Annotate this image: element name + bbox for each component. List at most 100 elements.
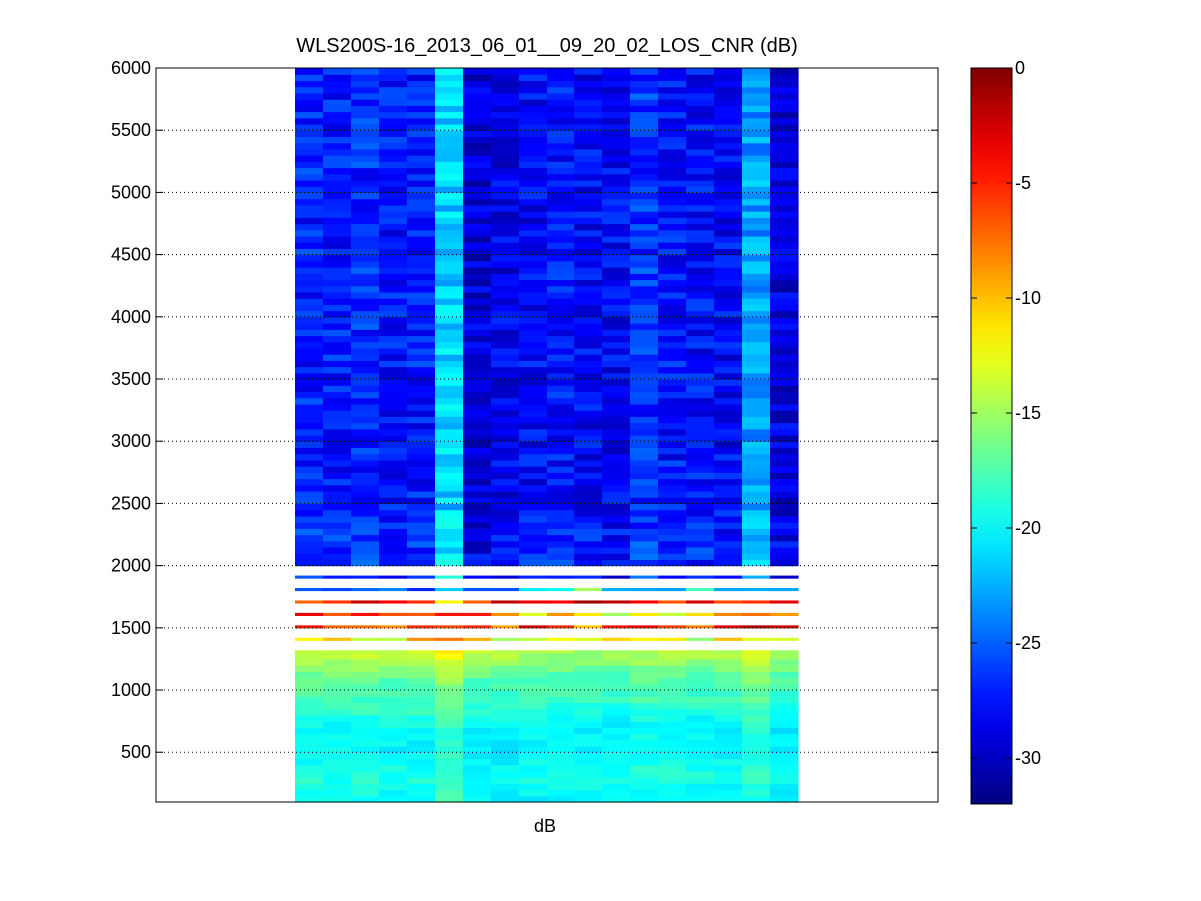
heatmap-cell	[630, 752, 659, 760]
heatmap-cell	[630, 721, 659, 728]
heatmap-cell	[435, 341, 464, 349]
heatmap-cell	[435, 652, 464, 660]
heatmap-cell	[519, 105, 548, 113]
heatmap-cell	[435, 650, 464, 654]
heatmap-cell	[742, 683, 771, 691]
heatmap-cell	[770, 459, 799, 467]
heatmap-cell	[323, 260, 352, 268]
heatmap-cell	[714, 733, 743, 741]
heatmap-cell	[714, 497, 743, 505]
heatmap-cell	[435, 80, 464, 88]
heatmap-cell	[547, 422, 575, 430]
heatmap-cell	[295, 770, 324, 778]
heatmap-cell	[379, 254, 408, 262]
heatmap-cell	[602, 235, 631, 243]
heatmap-cell	[630, 789, 659, 797]
heatmap-cell	[407, 484, 436, 492]
heatmap-cell	[630, 758, 659, 766]
heatmap-cell	[630, 403, 659, 411]
heatmap-cell	[602, 721, 631, 728]
heatmap-cell	[658, 186, 687, 194]
heatmap-cell	[770, 553, 799, 561]
heatmap-cell	[519, 142, 548, 150]
heatmap-cell	[658, 546, 687, 554]
heatmap-cell	[658, 770, 687, 778]
heatmap-cell	[714, 764, 743, 772]
heatmap-cell	[323, 795, 352, 803]
heatmap-cell	[714, 752, 743, 760]
heatmap-cell	[547, 173, 575, 181]
heatmap-cell	[379, 612, 408, 616]
heatmap-cell	[351, 727, 380, 735]
heatmap-cell	[463, 665, 492, 672]
heatmap-cell	[658, 702, 687, 710]
heatmap-cell	[491, 600, 520, 604]
heatmap-cell	[686, 553, 715, 561]
heatmap-cell	[379, 677, 408, 685]
heatmap-cell	[686, 410, 715, 417]
heatmap-cell	[295, 677, 324, 685]
heatmap-cell	[630, 683, 659, 691]
heatmap-cell	[295, 204, 324, 212]
heatmap-cell	[519, 68, 548, 75]
heatmap-cell	[742, 211, 771, 218]
heatmap-cell	[658, 497, 687, 505]
heatmap-cell	[714, 528, 743, 536]
heatmap-cell	[323, 155, 352, 162]
heatmap-cell	[351, 148, 380, 156]
heatmap-cell	[351, 254, 380, 262]
heatmap-cell	[658, 677, 687, 685]
heatmap-cell	[630, 625, 659, 629]
heatmap-cell	[491, 323, 520, 330]
heatmap-cell	[491, 279, 520, 287]
heatmap-cell	[574, 652, 603, 660]
heatmap-cell	[630, 74, 659, 82]
heatmap-cell	[547, 484, 575, 492]
heatmap-cell	[519, 403, 548, 411]
heatmap-cell	[770, 204, 799, 212]
heatmap-cell	[435, 484, 464, 492]
heatmap-cell	[686, 186, 715, 194]
heatmap-cell	[686, 285, 715, 293]
heatmap-cell	[686, 702, 715, 710]
heatmap-cell	[491, 528, 520, 536]
heatmap-cell	[435, 683, 464, 691]
heatmap-cell	[630, 528, 659, 536]
heatmap-cell	[630, 540, 659, 548]
heatmap-cell	[463, 515, 492, 523]
heatmap-cell	[714, 714, 743, 722]
heatmap-cell	[295, 192, 324, 200]
heatmap-cell	[491, 136, 520, 144]
heatmap-cell	[742, 291, 771, 299]
heatmap-cell	[519, 329, 548, 337]
heatmap-cell	[574, 770, 603, 778]
heatmap-cell	[574, 179, 603, 187]
heatmap-cell	[714, 179, 743, 187]
heatmap-cell	[714, 80, 743, 88]
heatmap-cell	[658, 739, 687, 747]
heatmap-cell	[491, 453, 520, 461]
heatmap-cell	[574, 575, 603, 579]
heatmap-cell	[379, 528, 408, 536]
heatmap-cell	[686, 503, 715, 511]
heatmap-cell	[547, 650, 575, 654]
heatmap-cell	[714, 385, 743, 393]
colorbar-tick-label: -20	[1015, 518, 1041, 538]
heatmap-cell	[658, 503, 687, 511]
heatmap-cell	[770, 575, 799, 579]
heatmap-cell	[379, 80, 408, 88]
heatmap-cell	[323, 783, 352, 791]
heatmap-cell	[295, 758, 324, 766]
heatmap-cell	[547, 540, 575, 548]
heatmap-cell	[323, 575, 352, 579]
heatmap-cell	[407, 323, 436, 330]
heatmap-cell	[323, 435, 352, 442]
heatmap-cell	[714, 192, 743, 200]
heatmap-cell	[519, 173, 548, 181]
heatmap-cell	[519, 273, 548, 281]
heatmap-cell	[742, 637, 771, 641]
heatmap-cell	[714, 267, 743, 274]
heatmap-cell	[547, 612, 575, 616]
heatmap-cell	[770, 273, 799, 281]
heatmap-cell	[714, 702, 743, 710]
